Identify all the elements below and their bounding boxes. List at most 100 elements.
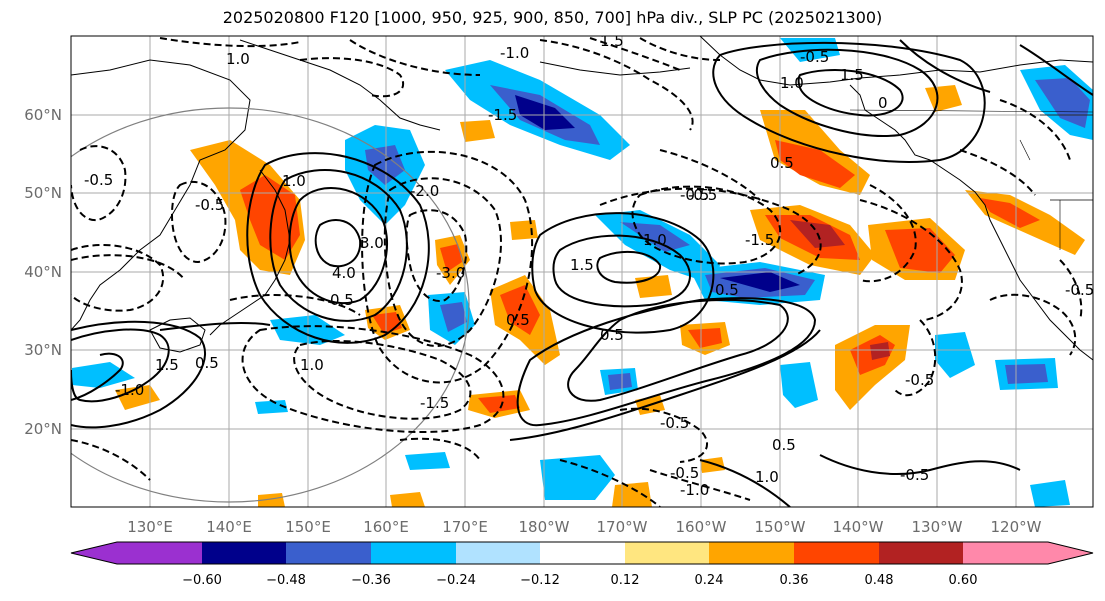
- colorbar-extend-high: [1048, 542, 1093, 564]
- colorbar-segment: [879, 542, 963, 564]
- contour-label: 0.5: [195, 354, 219, 372]
- colorbar-tick: −0.60: [182, 573, 222, 588]
- contour-label: 1.5: [570, 256, 594, 274]
- shade-blob: [688, 328, 722, 348]
- latitude-ticks: 60°N 50°N 40°N 30°N 20°N: [24, 106, 62, 438]
- shade-blob: [440, 244, 462, 272]
- contour-label: -0.5: [800, 48, 829, 66]
- shade-blob: [780, 362, 818, 408]
- contour-label: 0.5: [772, 436, 796, 454]
- contour-label: -0.5: [688, 186, 717, 204]
- contour-label: -0.5: [905, 371, 934, 389]
- lat-tick: 60°N: [24, 106, 62, 124]
- contour-label: -1.5: [420, 394, 449, 412]
- contour-label: -1.0: [680, 481, 709, 499]
- colorbar-tick: −0.48: [266, 573, 306, 588]
- shade-blob: [440, 302, 467, 332]
- contour-label: 0.5: [770, 154, 794, 172]
- shade-blob: [258, 493, 285, 507]
- shade-blob: [515, 95, 575, 130]
- contour-labels: 1.0 -1.0 1.5 -1.5 -0.5 0.5 -2.0 3.0 -3.0…: [84, 32, 1094, 499]
- longitude-ticks: 130°E 140°E 150°E 160°E 170°E 180°W 170°…: [127, 518, 1041, 536]
- contour-label: 1.5: [840, 66, 864, 84]
- graticule: [71, 36, 1093, 507]
- contour-label: 0.5: [600, 326, 624, 344]
- contour-label: -0.5: [195, 196, 224, 214]
- map-frame: [70, 35, 1094, 508]
- lon-tick: 130°W: [912, 518, 963, 536]
- contour-label: 0.5: [506, 311, 530, 329]
- colorbar-tick: −0.24: [436, 573, 476, 588]
- lon-tick: 170°W: [597, 518, 648, 536]
- contour-label: 1.5: [600, 32, 624, 50]
- colorbar-tick: 0.60: [949, 573, 978, 588]
- shade-blob: [510, 220, 538, 240]
- shade-blob: [1005, 364, 1048, 384]
- contour-label: -0.5: [1065, 281, 1094, 299]
- colorbar-tick: −0.12: [520, 573, 560, 588]
- lon-tick: 140°W: [833, 518, 884, 536]
- shade-blob: [612, 482, 652, 507]
- shade-blob: [240, 175, 300, 260]
- shade-blob: [608, 373, 632, 390]
- negative-contours: [71, 37, 1083, 507]
- lat-tick: 40°N: [24, 263, 62, 281]
- contour-label: -1.5: [745, 231, 774, 249]
- contour-label: -1.5: [488, 106, 517, 124]
- colorbar-extend-low: [71, 542, 117, 564]
- colorbar-outline: [70, 541, 1094, 565]
- contour-label: 1.0: [226, 50, 250, 68]
- colorbar-segment: [456, 542, 540, 564]
- contour-label: 1.0: [300, 356, 324, 374]
- colorbar-segment: [963, 542, 1048, 564]
- map-title: 2025020800 F120 [1000, 950, 925, 900, 85…: [222, 8, 883, 27]
- map-content: 1.0 -1.0 1.5 -1.5 -0.5 0.5 -2.0 3.0 -3.0…: [71, 32, 1094, 507]
- contour-label: 3.0: [360, 234, 384, 252]
- projection-ellipse: [71, 107, 470, 503]
- colorbar-segment: [117, 542, 202, 564]
- shade-blob: [72, 362, 135, 388]
- shade-blob: [460, 120, 495, 142]
- contour-label: 0.5: [330, 291, 354, 309]
- shade-blob: [1030, 480, 1070, 507]
- contour-label: 4.0: [332, 264, 356, 282]
- colorbar-segment: [625, 542, 709, 564]
- coastlines: [71, 36, 1093, 361]
- shade-blob: [635, 275, 672, 298]
- contour-label: -2.0: [410, 182, 439, 200]
- contour-label: 0.5: [715, 281, 739, 299]
- contour-label: -3.0: [436, 264, 465, 282]
- contour-label: -1.0: [500, 44, 529, 62]
- shade-blob: [870, 342, 890, 360]
- contour-label: 1.0: [755, 468, 779, 486]
- colorbar-segment: [540, 542, 625, 564]
- shade-blob: [115, 385, 160, 410]
- divergence-shading: [72, 38, 1093, 507]
- lon-tick: 130°E: [127, 518, 173, 536]
- shade-blob: [390, 492, 425, 507]
- lon-tick: 120°W: [991, 518, 1042, 536]
- contour-label: 1.5: [155, 356, 179, 374]
- colorbar-tick: 0.36: [780, 573, 809, 588]
- shade-blob: [775, 140, 855, 188]
- positive-contours: [71, 39, 1093, 507]
- colorbar-segment: [286, 542, 371, 564]
- contour-label: -0.5: [900, 466, 929, 484]
- contour-label: -0.5: [680, 186, 709, 204]
- colorbar-segment: [794, 542, 879, 564]
- contour-label: -0.5: [84, 171, 113, 189]
- shade-blob: [925, 85, 962, 112]
- colorbar-segment: [202, 542, 286, 564]
- contour-label: 1.0: [643, 231, 667, 249]
- shade-blob: [405, 452, 450, 470]
- contour-label: 0: [878, 94, 888, 112]
- shade-blob: [255, 400, 288, 414]
- lat-tick: 30°N: [24, 341, 62, 359]
- lon-tick: 160°E: [363, 518, 409, 536]
- colorbar-tick: 0.12: [611, 573, 640, 588]
- contour-label: -0.5: [670, 464, 699, 482]
- lon-tick: 140°E: [206, 518, 252, 536]
- shade-blob: [540, 455, 615, 500]
- colorbar-tick: 0.48: [865, 573, 894, 588]
